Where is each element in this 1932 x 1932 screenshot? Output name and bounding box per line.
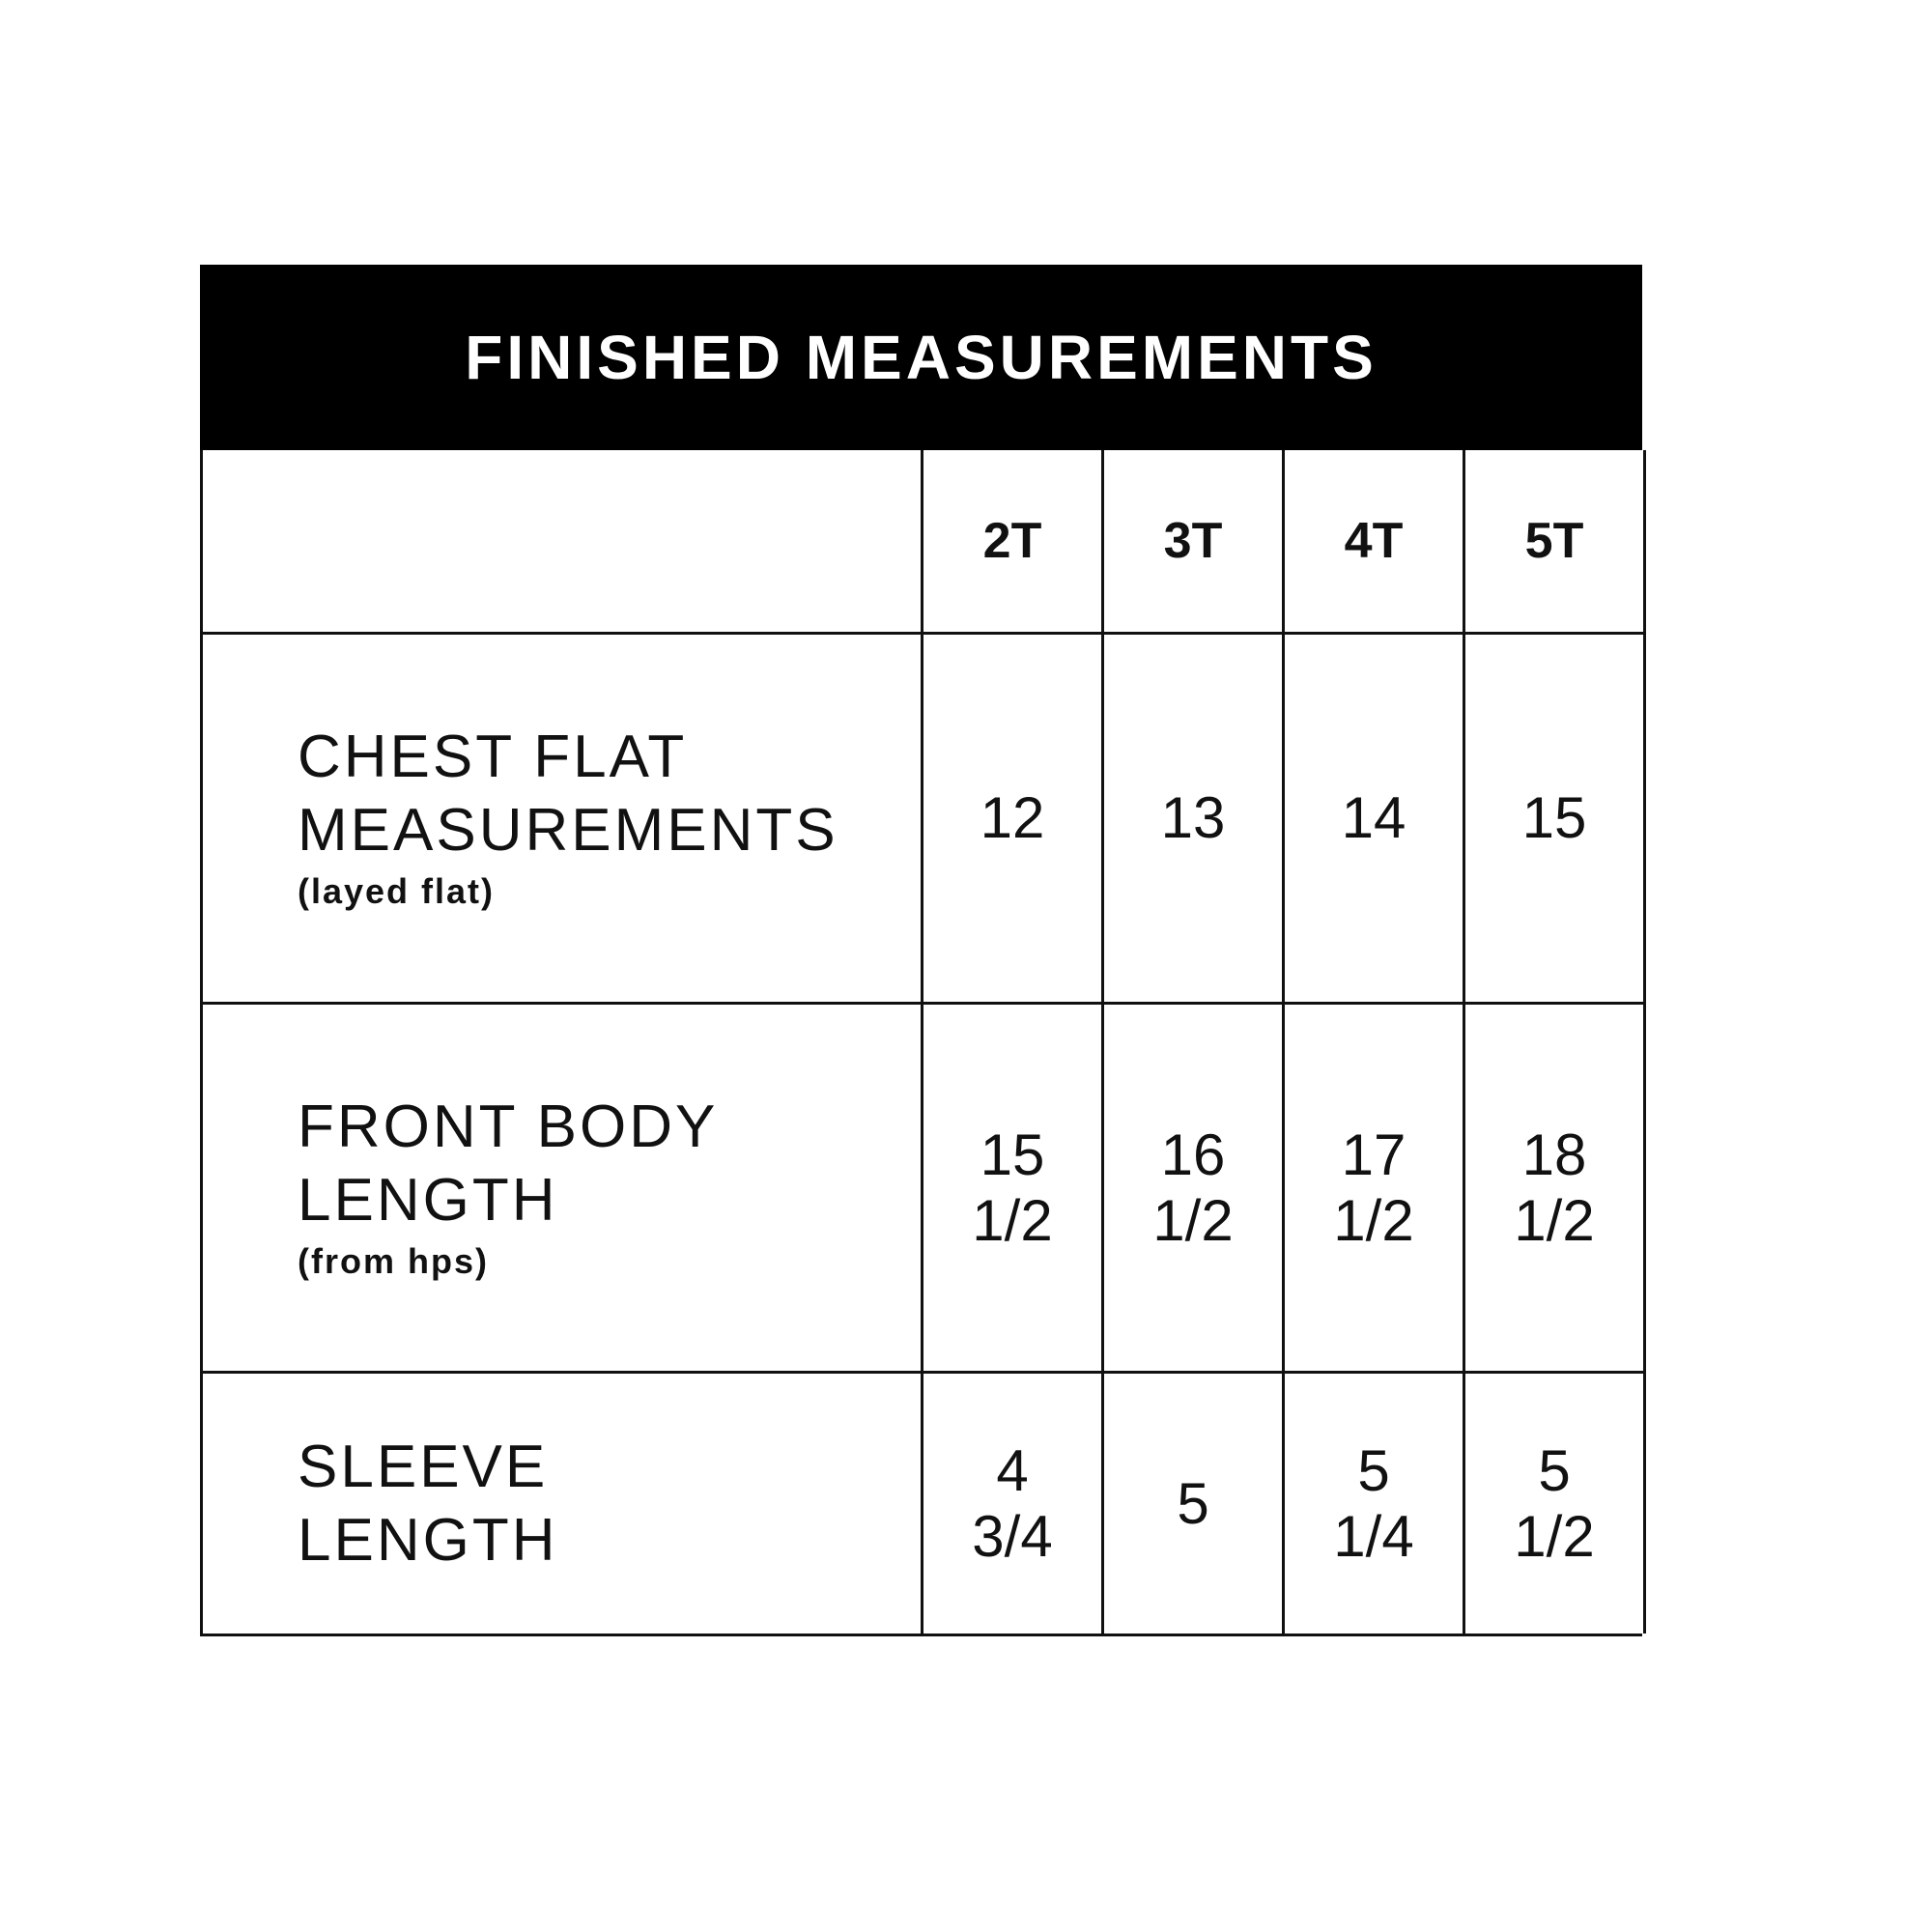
value-part: 5: [1538, 1437, 1571, 1503]
row-label-line: MEASUREMENTS: [298, 797, 838, 864]
finished-measurements-table: FINISHED MEASUREMENTS 2T 3T 4T 5T CHEST FLAT…: [200, 265, 1646, 1636]
size-header-4t: 4T: [1285, 450, 1465, 635]
value-part: 14: [1341, 785, 1406, 850]
value-part: 1/2: [1152, 1187, 1234, 1253]
row-note: (layed flat): [298, 871, 496, 911]
size-header-3t: 3T: [1104, 450, 1285, 635]
row-note: (from hps): [298, 1240, 489, 1281]
value-part: 1/2: [1514, 1187, 1595, 1253]
row-label: SLEEVE LENGTH: [203, 1374, 923, 1634]
value-part: 4: [996, 1437, 1029, 1503]
value-cell: 16 1/2: [1104, 1005, 1285, 1374]
value-cell: 5 1/4: [1285, 1374, 1465, 1634]
row-label: FRONT BODY LENGTH (from hps): [203, 1005, 923, 1374]
value-part: 13: [1160, 785, 1226, 850]
value-cell: 5: [1104, 1374, 1285, 1634]
value-part: 15: [1521, 785, 1587, 850]
value-cell: 15 1/2: [923, 1005, 1104, 1374]
size-header-5t: 5T: [1465, 450, 1646, 635]
row-label-line: LENGTH: [298, 1166, 558, 1234]
value-part: 12: [980, 785, 1045, 850]
row-label-line: CHEST FLAT: [298, 724, 688, 790]
row-label-line: FRONT BODY: [298, 1093, 719, 1160]
value-cell: 15: [1465, 635, 1646, 1005]
value-cell: 18 1/2: [1465, 1005, 1646, 1374]
value-part: 5: [1357, 1437, 1390, 1503]
row-label-line: SLEEVE: [298, 1433, 549, 1500]
value-part: 17: [1341, 1122, 1406, 1187]
value-cell: 13: [1104, 635, 1285, 1005]
table-title: FINISHED MEASUREMENTS: [200, 265, 1642, 450]
value-cell: 12: [923, 635, 1104, 1005]
value-cell: 17 1/2: [1285, 1005, 1465, 1374]
row-label-line: LENGTH: [298, 1506, 558, 1574]
value-cell: 14: [1285, 635, 1465, 1005]
value-part: 1/2: [972, 1187, 1053, 1253]
size-header-2t: 2T: [923, 450, 1104, 635]
header-empty-cell: [203, 450, 923, 635]
value-part: 1/2: [1333, 1187, 1414, 1253]
value-cell: 5 1/2: [1465, 1374, 1646, 1634]
value-part: 3/4: [972, 1503, 1053, 1569]
measurements-grid: 2T 3T 4T 5T CHEST FLAT MEASUREMENTS (layed fla…: [200, 450, 1646, 1636]
value-part: 5: [1177, 1470, 1209, 1536]
value-part: 18: [1521, 1122, 1587, 1187]
row-label: CHEST FLAT MEASUREMENTS (layed flat): [203, 635, 923, 1005]
value-cell: 4 3/4: [923, 1374, 1104, 1634]
value-part: 16: [1160, 1122, 1226, 1187]
value-part: 1/4: [1333, 1503, 1414, 1569]
value-part: 1/2: [1514, 1503, 1595, 1569]
value-part: 15: [980, 1122, 1045, 1187]
